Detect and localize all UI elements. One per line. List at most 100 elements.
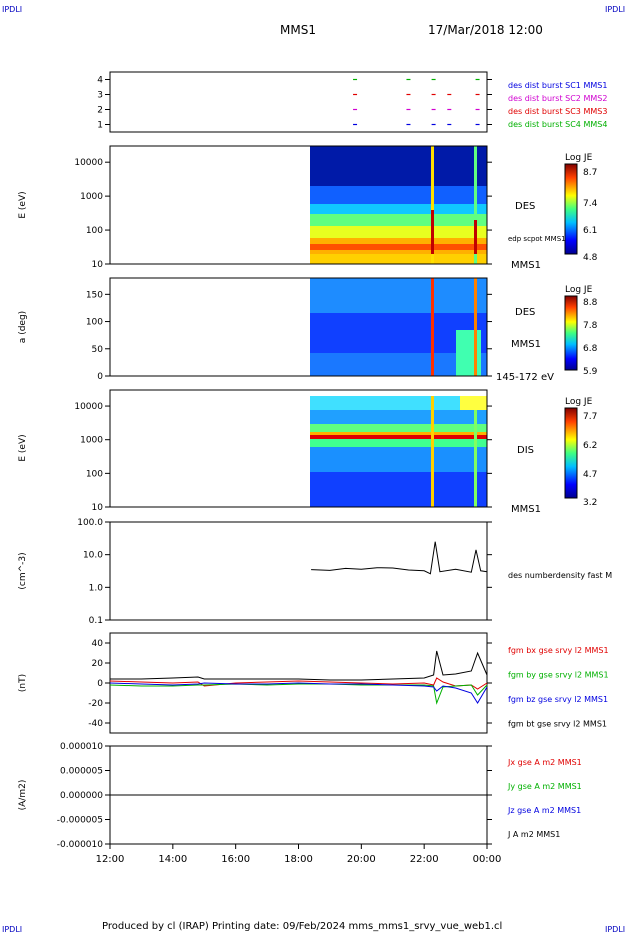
dis-energy-colorbar: Log JE 7.7 6.2 4.7 3.2 — [564, 397, 597, 508]
des-pitch-energy-range: 145-172 eV — [496, 372, 554, 383]
des-pitch-spectrogram — [310, 278, 487, 376]
time-axis-tick-label: 12:00 — [96, 854, 125, 865]
panel-current: 0.000010 0.000005 0.000000 -0.000005 -0.0000… — [18, 742, 582, 865]
des-energy-mms-label: MMS1 — [511, 260, 541, 271]
des-pitch-colorbar-tick: 5.9 — [583, 367, 598, 377]
dis-energy-colorbar-tick: 4.7 — [583, 470, 597, 480]
dis-energy-patch — [460, 396, 487, 410]
dis-energy-y-tick-label: 1000 — [80, 436, 103, 446]
dis-energy-colorbar-scale — [564, 407, 578, 499]
des-pitch-patch — [456, 330, 481, 376]
magnetic-field-y-tick-label: 0 — [97, 679, 103, 689]
panel-burst-frame — [109, 71, 488, 133]
time-axis-tick-label: 16:00 — [221, 854, 250, 865]
panel-magnetic-field: 40 20 0 -20 -40 (nT) fgm bx gse srvy l2 MMS1… — [18, 632, 609, 734]
des-energy-colorbar-tick: 8.7 — [583, 168, 597, 178]
dis-energy-band-lower — [310, 447, 487, 472]
dis-energy-band-red — [310, 435, 487, 439]
magnetic-field-y-ticks: 40 20 0 -20 -40 — [88, 639, 492, 729]
burst-legend-entry: des dist burst SC2 MMS2 — [508, 94, 607, 103]
panel-density-frame — [109, 521, 488, 621]
time-axis-tick-label: 18:00 — [284, 854, 313, 865]
panel-des-energy: 10000 1000 100 10 E (eV) DES edp scpot MMS1… — [18, 145, 598, 271]
des-energy-y-tick-label: 100 — [86, 226, 103, 236]
magnetic-field-legend-entry: fgm bt gse srvy l2 MMS1 — [508, 720, 607, 729]
density-y-tick-label: 100.0 — [77, 518, 103, 528]
density-y-tick-label: 0.1 — [89, 616, 103, 626]
des-energy-y-tick-label: 1000 — [80, 192, 103, 202]
des-pitch-y-tick-label: 100 — [86, 318, 103, 328]
des-pitch-colorbar: Log JE 8.8 7.8 6.8 5.9 — [564, 285, 598, 377]
density-y-tick-label: 10.0 — [83, 551, 103, 561]
des-pitch-spike-2 — [474, 278, 477, 376]
magnetic-field-legend: fgm bx gse srvy l2 MMS1 fgm by gse srvy l… — [508, 646, 609, 729]
density-y-ticks: 100.0 10.0 1.0 0.1 — [77, 518, 492, 626]
current-legend-entry: Jz gse A m2 MMS1 — [507, 806, 581, 815]
current-y-tick-label: -0.000010 — [57, 840, 103, 850]
corner-tag-top-right: IPDLI — [605, 5, 625, 14]
current-legend: Jx gse A m2 MMS1 Jy gse A m2 MMS1 Jz gse A… — [507, 758, 582, 839]
des-energy-y-ticks: 10000 1000 100 10 — [74, 158, 492, 270]
header-datetime: 17/Mar/2018 12:00 — [428, 23, 543, 37]
des-pitch-spike-1 — [431, 278, 434, 376]
dis-energy-colorbar-tick: 7.7 — [583, 412, 597, 422]
time-axis: 12:00 14:00 16:00 18:00 20:00 22:00 00:00 — [96, 844, 501, 865]
des-energy-colorbar-tick: 4.8 — [583, 253, 598, 263]
dis-energy-band-bottom — [310, 472, 487, 507]
des-pitch-colorbar-tick: 8.8 — [583, 298, 598, 308]
magnetic-field-series-line — [109, 682, 488, 704]
des-pitch-colorbar-tick: 7.8 — [583, 321, 598, 331]
des-energy-colorbar: Log JE 8.7 7.4 6.1 4.8 — [564, 153, 598, 263]
panel-dis-energy-frame — [109, 389, 488, 508]
current-y-tick-label: -0.000005 — [57, 816, 103, 826]
des-pitch-y-tick-label: 0 — [97, 372, 103, 382]
des-pitch-y-ticks: 150 100 50 0 — [86, 290, 492, 382]
des-energy-spike-2-core — [474, 220, 477, 254]
des-energy-band-top — [310, 146, 487, 186]
dis-energy-band-orange — [310, 432, 487, 435]
time-axis-tick-label: 22:00 — [410, 854, 439, 865]
density-legend: des numberdensity fast M — [508, 571, 612, 580]
dis-energy-band-upper — [310, 410, 487, 424]
des-energy-label: DES — [515, 201, 535, 212]
des-energy-spike-1 — [431, 146, 434, 264]
magnetic-field-legend-entry: fgm bz gse srvy l2 MMS1 — [508, 695, 608, 704]
des-pitch-colorbar-title: Log JE — [565, 285, 593, 295]
dis-energy-band-below — [310, 439, 487, 447]
magnetic-field-legend-entry: fgm bx gse srvy l2 MMS1 — [508, 646, 609, 655]
magnetic-field-y-tick-label: 40 — [92, 639, 104, 649]
des-energy-scpot-label: edp scpot MMS1 — [508, 235, 566, 243]
des-pitch-colorbar-scale — [564, 295, 578, 371]
magnetic-field-series-line — [109, 683, 488, 705]
burst-y-tick-label: 2 — [97, 106, 103, 116]
des-pitch-band-bottom — [310, 353, 487, 376]
dis-energy-mms-label: MMS1 — [511, 504, 541, 515]
dis-energy-y-tick-label: 10 — [92, 503, 104, 513]
density-lines — [311, 541, 488, 575]
panel-burst-y-ticks: 4 3 2 1 — [97, 76, 492, 131]
density-y-tick-label: 1.0 — [89, 583, 104, 593]
panel-des-pitch-frame — [109, 277, 488, 377]
des-pitch-y-tick-label: 50 — [92, 345, 104, 355]
burst-y-tick-label: 3 — [97, 91, 103, 101]
corner-tag-top-left: IPDLI — [2, 5, 22, 14]
panel-density: 100.0 10.0 1.0 0.1 (cm^-3) des numberdensit… — [18, 518, 612, 626]
density-series-line — [311, 541, 488, 575]
magnetic-field-lines — [109, 650, 488, 705]
des-energy-band-green — [310, 214, 487, 226]
des-energy-band-yellow — [310, 226, 487, 238]
current-y-ticks: 0.000010 0.000005 0.000000 -0.000005 -0.0000… — [57, 742, 492, 850]
current-y-tick-label: 0.000000 — [60, 791, 103, 801]
time-axis-tick-label: 20:00 — [347, 854, 376, 865]
dis-energy-colorbar-tick: 3.2 — [583, 498, 597, 508]
dis-energy-spike-1 — [431, 396, 434, 507]
dis-energy-colorbar-tick: 6.2 — [583, 441, 597, 451]
panel-burst-legend: des dist burst SC1 MMS1 des dist burst SC… — [508, 81, 607, 129]
burst-legend-entry: des dist burst SC3 MMS3 — [508, 107, 607, 116]
density-ylabel: (cm^-3) — [18, 552, 28, 589]
burst-legend-entry: des dist burst SC4 MMS4 — [508, 120, 607, 129]
des-energy-colorbar-scale — [564, 163, 578, 255]
magnetic-field-y-tick-label: 20 — [92, 659, 104, 669]
header-spacecraft: MMS1 — [280, 23, 316, 37]
